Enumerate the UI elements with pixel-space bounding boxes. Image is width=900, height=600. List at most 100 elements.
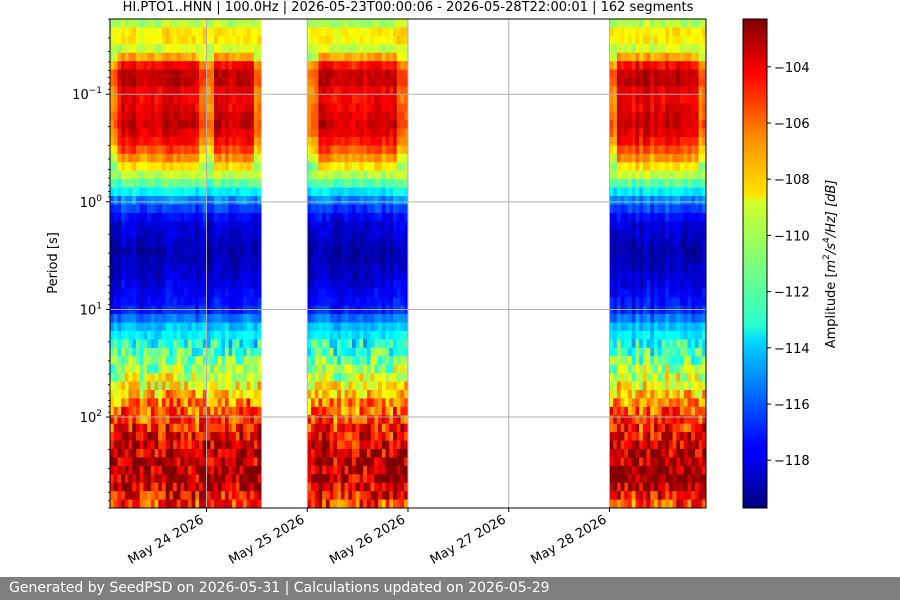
- heatmap-cell: [340, 288, 345, 298]
- heatmap-cell: [650, 297, 655, 307]
- heatmap-cell: [340, 465, 345, 475]
- heatmap-cell: [393, 423, 398, 433]
- heatmap-cell: [206, 288, 211, 298]
- heatmap-cell: [344, 381, 349, 391]
- heatmap-cell: [642, 482, 647, 492]
- heatmap-cell: [202, 398, 207, 408]
- heatmap-cell: [348, 78, 353, 87]
- heatmap-cell: [366, 103, 372, 113]
- heatmap-cell: [250, 482, 255, 492]
- heatmap-cell: [253, 271, 258, 281]
- heatmap-cell: [191, 162, 196, 172]
- heatmap-cell: [385, 415, 390, 425]
- heatmap-cell: [624, 482, 629, 492]
- heatmap-cell: [139, 255, 144, 264]
- heatmap-cell: [359, 111, 364, 121]
- heatmap-cell: [333, 280, 338, 290]
- heatmap-cell: [202, 474, 207, 484]
- heatmap-cell: [121, 52, 126, 62]
- heatmap-cell: [169, 103, 174, 113]
- heatmap-cell: [187, 246, 193, 256]
- heatmap-cell: [191, 103, 196, 113]
- heatmap-cell: [657, 263, 662, 273]
- heatmap-cell: [110, 212, 115, 222]
- heatmap-cell: [613, 398, 618, 408]
- heatmap-cell: [246, 297, 251, 307]
- heatmap-cell: [161, 35, 167, 45]
- heatmap-cell: [672, 179, 677, 189]
- heatmap-cell: [110, 52, 115, 62]
- heatmap-cell: [246, 288, 251, 298]
- heatmap-cell: [180, 212, 185, 222]
- heatmap-cell: [620, 271, 625, 281]
- heatmap-cell: [646, 204, 651, 214]
- heatmap-cell: [199, 280, 204, 290]
- heatmap-cell: [154, 27, 159, 37]
- heatmap-cell: [139, 196, 144, 205]
- heatmap-cell: [206, 19, 211, 28]
- heatmap-cell: [400, 389, 405, 399]
- heatmap-cell: [165, 229, 170, 239]
- heatmap-cell: [661, 221, 666, 231]
- heatmap-cell: [232, 305, 237, 315]
- heatmap-cell: [385, 330, 390, 340]
- heatmap-cell: [620, 314, 625, 323]
- heatmap-cell: [661, 440, 666, 450]
- heatmap-cell: [385, 499, 390, 509]
- heatmap-cell: [672, 27, 677, 37]
- heatmap-cell: [232, 314, 237, 323]
- heatmap-cell: [646, 179, 651, 189]
- heatmap-cell: [199, 19, 204, 28]
- heatmap-cell: [624, 297, 629, 307]
- heatmap-cell: [661, 103, 666, 113]
- heatmap-cell: [672, 347, 677, 357]
- heatmap-cell: [314, 78, 319, 87]
- heatmap-cell: [609, 44, 614, 54]
- heatmap-cell: [239, 246, 244, 256]
- heatmap-cell: [661, 347, 666, 357]
- heatmap-cell: [135, 271, 141, 281]
- heatmap-cell: [620, 440, 625, 450]
- heatmap-cell: [161, 246, 167, 256]
- heatmap-cell: [128, 288, 133, 298]
- heatmap-cell: [657, 356, 662, 366]
- heatmap-cell: [672, 305, 677, 315]
- heatmap-cell: [307, 61, 312, 70]
- heatmap-cell: [165, 330, 170, 340]
- heatmap-cell: [329, 381, 334, 391]
- heatmap-cell: [609, 373, 614, 382]
- heatmap-cell: [128, 212, 133, 222]
- heatmap-cell: [257, 103, 262, 113]
- heatmap-cell: [221, 432, 226, 441]
- heatmap-cell: [668, 314, 673, 323]
- heatmap-cell: [165, 86, 170, 96]
- heatmap-cell: [113, 86, 118, 96]
- heatmap-cell: [214, 448, 219, 458]
- heatmap-cell: [329, 356, 334, 366]
- heatmap-cell: [311, 347, 316, 357]
- heatmap-cell: [169, 94, 174, 104]
- heatmap-cell: [206, 474, 211, 484]
- heatmap-cell: [389, 263, 394, 273]
- heatmap-cell: [307, 330, 312, 340]
- heatmap-cell: [235, 212, 240, 222]
- heatmap-cell: [396, 330, 401, 340]
- heatmap-cell: [635, 499, 640, 509]
- heatmap-cell: [352, 255, 357, 264]
- heatmap-cell: [400, 314, 405, 323]
- heatmap-cell: [661, 381, 666, 391]
- heatmap-cell: [154, 52, 159, 62]
- heatmap-cell: [352, 347, 357, 357]
- heatmap-cell: [322, 474, 327, 484]
- heatmap-cell: [668, 153, 673, 163]
- heatmap-cell: [110, 44, 115, 54]
- heatmap-cell: [124, 406, 129, 416]
- heatmap-cell: [110, 162, 115, 172]
- heatmap-cell: [210, 145, 215, 155]
- heatmap-cell: [322, 86, 327, 96]
- heatmap-cell: [624, 196, 629, 205]
- heatmap-cell: [672, 271, 677, 281]
- heatmap-cell: [224, 271, 229, 281]
- heatmap-cell: [325, 288, 331, 298]
- heatmap-cell: [239, 196, 244, 205]
